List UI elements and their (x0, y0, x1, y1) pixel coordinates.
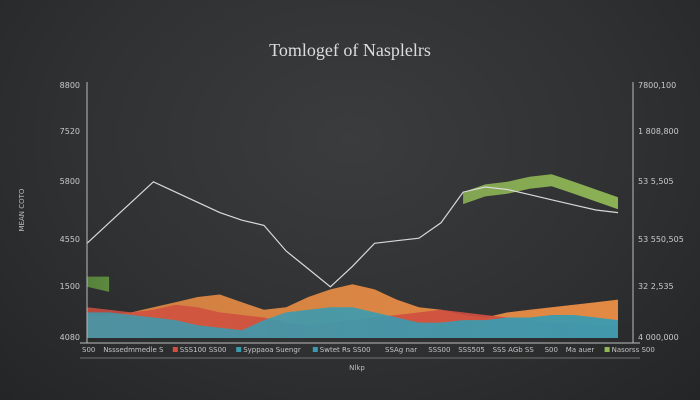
y-tick-left: 5800 (60, 177, 80, 186)
y-tick-right: 53 550,505 (638, 235, 684, 244)
chart-title: Tomlogef of Nasplelrs (269, 40, 431, 60)
trend-line (86, 181, 619, 288)
legend-label: SSS100 SS00 (180, 346, 227, 354)
legend-label: Nsssedmmedle S (103, 346, 164, 354)
areas-layer (87, 174, 618, 338)
y-tick-left: 7520 (60, 127, 80, 136)
legend-label: SSS505 (458, 346, 485, 354)
legend-item: SSS00 (428, 346, 450, 354)
legend-label: SSAg nar (385, 346, 417, 354)
legend-item: SSS505 (458, 346, 485, 354)
ticks-layer: 8800 7520 5800 4550 1500 4080 7800,100 1 808,80… (60, 81, 684, 342)
legend-item: SSAg nar (385, 346, 417, 354)
legend-label: S00 (545, 346, 558, 354)
legend-item: SSS AGb SS (493, 346, 535, 354)
legend-label: SSS AGb SS (493, 346, 535, 354)
legend-label: Swtet Rs SS00 (320, 346, 371, 354)
y-tick-right: 4 000,000 (638, 333, 679, 342)
legend: S00 Nsssedmmedle S SSS100 SS00 Syppaoa Suen… (82, 346, 655, 354)
legend-item: S00 (545, 346, 558, 354)
legend-item: Nsssedmmedle S (103, 346, 164, 354)
legend-swatch (172, 347, 178, 352)
y-axis-label: MEAN COTO (18, 188, 26, 231)
legend-item: Nasorss S00 (604, 346, 655, 354)
y-tick-left: 8800 (60, 81, 80, 90)
y-tick-right: 1 808,800 (638, 127, 679, 136)
y-tick-right: 32 2,535 (638, 282, 674, 291)
legend-item: SSS100 SS00 (172, 346, 227, 354)
legend-label: Ma auer (566, 346, 595, 354)
legend-item: Ma auer (566, 346, 595, 354)
legend-label: S00 (82, 346, 95, 354)
y-tick-left: 4550 (60, 235, 80, 244)
line-layer (86, 181, 619, 288)
y-tick-right: 53 5,505 (638, 177, 674, 186)
y-tick-left: 1500 (60, 282, 80, 291)
legend-label: Nasorss S00 (612, 346, 655, 354)
legend-swatch (604, 347, 610, 352)
area-small-green (87, 276, 110, 292)
y-tick-right: 7800,100 (638, 81, 676, 90)
legend-label: SSS00 (428, 346, 450, 354)
legend-swatch (312, 347, 318, 352)
axes-layer (80, 82, 640, 359)
legend-swatch (236, 347, 242, 352)
legend-item: S00 (82, 346, 95, 354)
legend-label: Syppaoa Suengr (243, 346, 301, 354)
legend-item: Swtet Rs SS00 (312, 346, 371, 354)
legend-item: Syppaoa Suengr (236, 346, 301, 354)
y-tick-left: 4080 (60, 333, 80, 342)
area-green (463, 174, 618, 210)
x-axis-label: Nlkp (349, 364, 365, 372)
area-teal (87, 307, 618, 338)
